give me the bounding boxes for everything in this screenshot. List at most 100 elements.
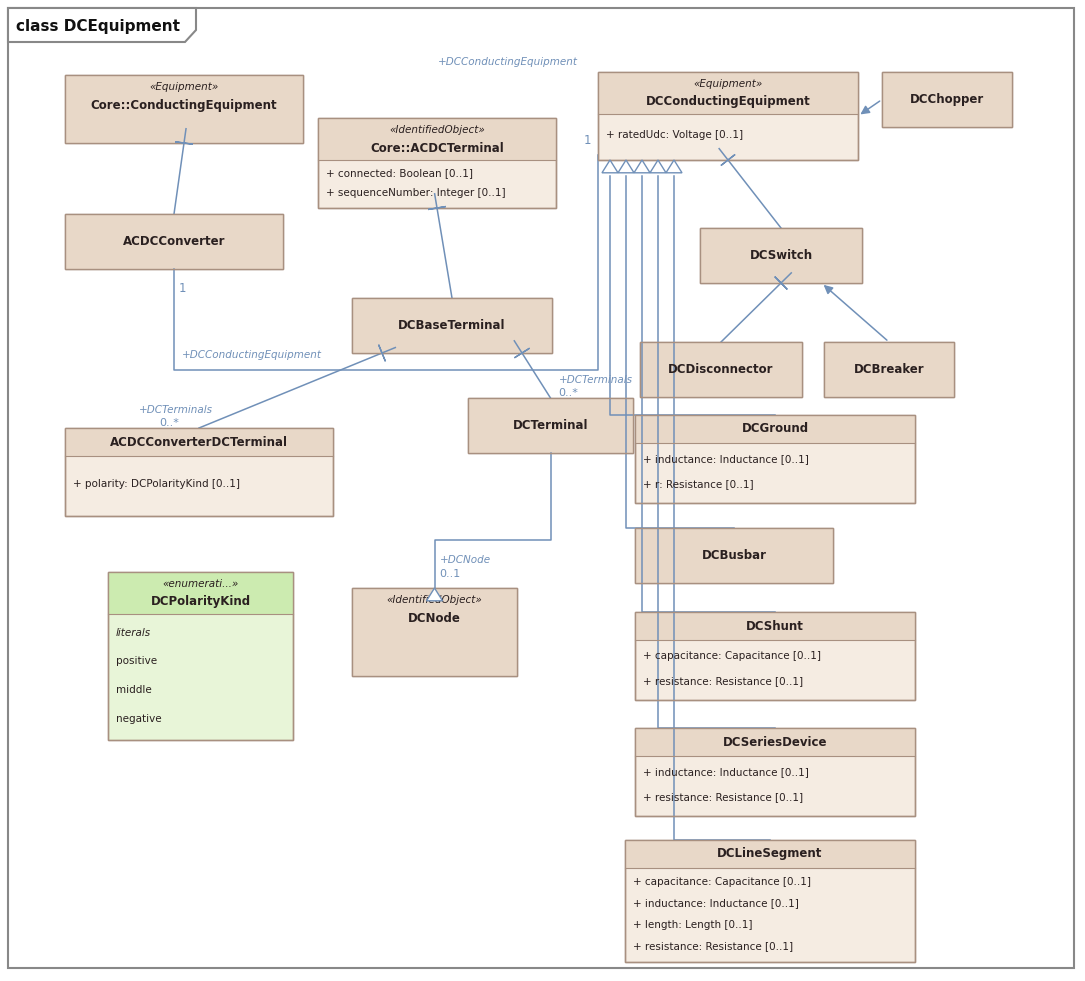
Text: «IdentifiedObject»: «IdentifiedObject» — [386, 595, 483, 605]
Text: DCLineSegment: DCLineSegment — [717, 848, 822, 860]
Text: Core::ConductingEquipment: Core::ConductingEquipment — [91, 98, 278, 112]
Bar — [65, 428, 333, 516]
Text: + resistance: Resistance [0..1]: + resistance: Resistance [0..1] — [643, 676, 803, 687]
Polygon shape — [602, 160, 618, 173]
Text: DCChopper: DCChopper — [910, 93, 984, 106]
Bar — [700, 228, 861, 283]
Bar — [352, 298, 552, 353]
Text: + inductance: Inductance [0..1]: + inductance: Inductance [0..1] — [643, 454, 809, 464]
Bar — [468, 398, 633, 453]
Bar — [352, 588, 516, 676]
Text: «IdentifiedObject»: «IdentifiedObject» — [390, 125, 485, 135]
Bar — [635, 528, 833, 583]
Bar — [882, 72, 1012, 127]
Text: positive: positive — [116, 656, 157, 666]
Bar — [65, 75, 303, 143]
Text: + ratedUdc: Voltage [0..1]: + ratedUdc: Voltage [0..1] — [607, 130, 743, 140]
Polygon shape — [379, 344, 385, 361]
Bar — [635, 728, 915, 816]
Text: + inductance: Inductance [0..1]: + inductance: Inductance [0..1] — [643, 767, 809, 777]
Text: + resistance: Resistance [0..1]: + resistance: Resistance [0..1] — [633, 941, 793, 951]
Bar — [635, 612, 915, 700]
Bar — [65, 214, 283, 269]
Text: «enumerati...»: «enumerati...» — [163, 579, 239, 589]
Bar — [108, 572, 293, 740]
Bar — [625, 840, 915, 868]
Text: negative: negative — [116, 713, 162, 724]
Text: 1: 1 — [179, 283, 187, 295]
Text: + capacitance: Capacitance [0..1]: + capacitance: Capacitance [0..1] — [633, 877, 810, 887]
Text: + resistance: Resistance [0..1]: + resistance: Resistance [0..1] — [643, 793, 803, 802]
Text: +DCNode: +DCNode — [439, 555, 490, 565]
Text: + polarity: DCPolarityKind [0..1]: + polarity: DCPolarityKind [0..1] — [73, 479, 240, 489]
Bar — [635, 415, 915, 443]
Text: + inductance: Inductance [0..1]: + inductance: Inductance [0..1] — [633, 899, 799, 908]
Bar — [635, 728, 915, 816]
Bar — [318, 118, 556, 208]
Text: DCShunt: DCShunt — [746, 619, 804, 633]
Text: + r: Resistance [0..1]: + r: Resistance [0..1] — [643, 480, 754, 490]
Bar — [635, 415, 915, 503]
Text: +DCTerminals: +DCTerminals — [139, 405, 213, 415]
Text: Core::ACDCTerminal: Core::ACDCTerminal — [370, 141, 503, 154]
Bar — [65, 214, 283, 269]
Bar — [824, 342, 954, 397]
Polygon shape — [775, 277, 788, 289]
Text: DCBaseTerminal: DCBaseTerminal — [398, 319, 506, 332]
Text: 1: 1 — [584, 133, 591, 146]
Polygon shape — [650, 160, 666, 173]
Bar — [318, 118, 556, 160]
Bar — [352, 298, 552, 353]
Bar — [635, 528, 833, 583]
Text: +DCConductingEquipment: +DCConductingEquipment — [182, 350, 322, 360]
Text: ACDCConverterDCTerminal: ACDCConverterDCTerminal — [110, 436, 288, 448]
Bar — [635, 415, 915, 503]
Bar — [318, 118, 556, 208]
Text: + sequenceNumber: Integer [0..1]: + sequenceNumber: Integer [0..1] — [326, 188, 506, 198]
Bar — [598, 72, 858, 114]
Bar — [352, 588, 516, 676]
Text: DCBusbar: DCBusbar — [702, 549, 766, 562]
Bar — [468, 398, 633, 453]
Text: 0..1: 0..1 — [439, 569, 461, 579]
Bar — [635, 528, 833, 583]
Bar — [635, 612, 915, 640]
Bar — [625, 840, 915, 962]
Bar — [635, 612, 915, 700]
Bar — [65, 428, 333, 456]
Text: middle: middle — [116, 685, 152, 695]
Text: DCNode: DCNode — [408, 611, 461, 625]
Bar — [700, 228, 861, 283]
Bar — [352, 588, 516, 676]
Bar — [700, 228, 861, 283]
Text: DCPolarityKind: DCPolarityKind — [151, 595, 251, 608]
Bar — [468, 398, 633, 453]
Bar — [824, 342, 954, 397]
Bar — [882, 72, 1012, 127]
Text: DCDisconnector: DCDisconnector — [668, 363, 774, 376]
Text: DCSeriesDevice: DCSeriesDevice — [723, 736, 827, 749]
Bar — [640, 342, 802, 397]
Text: DCSwitch: DCSwitch — [750, 249, 813, 262]
Polygon shape — [666, 160, 682, 173]
Polygon shape — [514, 348, 529, 358]
Text: 0..*: 0..* — [559, 388, 578, 398]
Text: DCBreaker: DCBreaker — [854, 363, 924, 376]
Text: DCTerminal: DCTerminal — [513, 419, 588, 432]
Bar — [635, 728, 915, 756]
Bar — [65, 75, 303, 143]
Text: ACDCConverter: ACDCConverter — [123, 235, 226, 248]
Bar — [598, 72, 858, 160]
Bar — [598, 72, 858, 160]
Bar — [352, 298, 552, 353]
Text: DCGround: DCGround — [741, 423, 808, 436]
Bar — [108, 572, 293, 740]
Bar — [640, 342, 802, 397]
Text: literals: literals — [116, 628, 151, 638]
Text: +DCConductingEquipment: +DCConductingEquipment — [438, 57, 578, 67]
Bar — [65, 428, 333, 516]
Polygon shape — [618, 160, 634, 173]
Polygon shape — [8, 8, 196, 42]
Text: class DCEquipment: class DCEquipment — [16, 20, 180, 34]
Text: «Equipment»: «Equipment» — [693, 79, 763, 89]
